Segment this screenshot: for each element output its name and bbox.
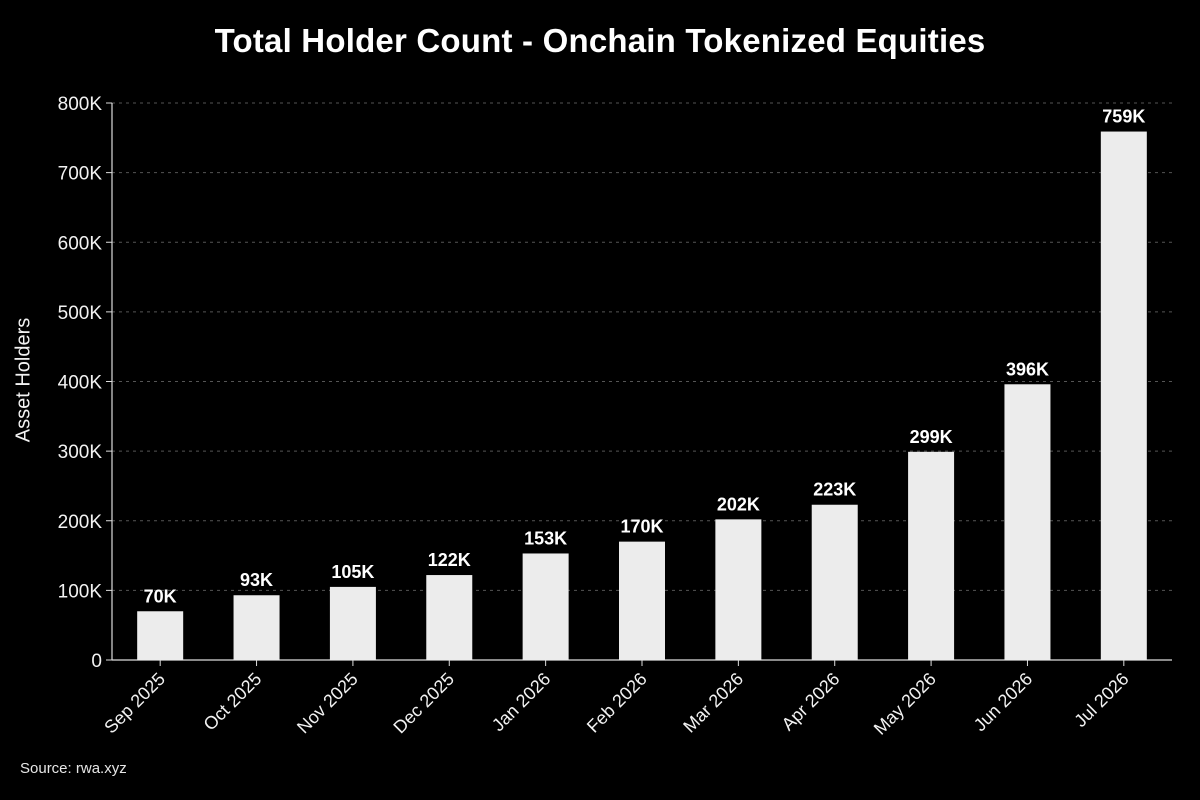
- x-tick-label: Feb 2026: [583, 669, 651, 737]
- x-tick-label: Dec 2025: [389, 669, 458, 738]
- x-tick-label: May 2026: [870, 669, 940, 739]
- x-tick-label: Oct 2025: [200, 669, 266, 735]
- x-tick-label: Mar 2026: [679, 669, 747, 737]
- y-tick-label: 400K: [58, 373, 103, 394]
- x-tick-label: Jun 2026: [970, 669, 1037, 736]
- y-tick-label: 0: [91, 651, 102, 672]
- x-tick-label: Apr 2026: [778, 669, 844, 735]
- y-tick-label: 300K: [58, 442, 103, 463]
- bar: [522, 553, 569, 660]
- bar: [426, 575, 473, 660]
- x-tick-label: Sep 2025: [100, 669, 169, 738]
- source-note: Source: rwa.xyz: [20, 760, 127, 777]
- y-tick-label: 100K: [58, 581, 103, 602]
- data-label: 105K: [331, 562, 374, 582]
- bar: [137, 611, 184, 660]
- bar: [619, 541, 665, 660]
- data-label: 70K: [144, 586, 177, 606]
- data-label: 202K: [717, 494, 760, 514]
- data-label: 122K: [428, 550, 471, 570]
- y-tick-label: 800K: [58, 94, 103, 115]
- data-label: 223K: [813, 480, 856, 500]
- data-label: 170K: [620, 517, 663, 537]
- y-tick-label: 700K: [58, 164, 103, 185]
- x-tick-label: Jul 2026: [1070, 669, 1132, 731]
- bar: [329, 586, 376, 660]
- data-label: 299K: [910, 427, 953, 447]
- bar: [715, 519, 762, 660]
- data-label: 396K: [1006, 359, 1049, 379]
- y-tick-label: 500K: [58, 303, 103, 324]
- bar: [233, 595, 280, 660]
- bar: [1004, 384, 1051, 660]
- data-label: 759K: [1102, 107, 1145, 127]
- data-label: 153K: [524, 528, 567, 548]
- bar: [908, 451, 955, 660]
- data-label: 93K: [240, 570, 273, 590]
- chart-title: Total Holder Count - Onchain Tokenized E…: [214, 22, 986, 59]
- y-tick-label: 200K: [58, 512, 103, 533]
- y-tick-label: 600K: [58, 233, 103, 254]
- x-tick-label: Nov 2025: [293, 669, 362, 738]
- x-tick-label: Jan 2026: [488, 669, 555, 736]
- bar: [811, 504, 858, 660]
- bar: [1100, 131, 1147, 660]
